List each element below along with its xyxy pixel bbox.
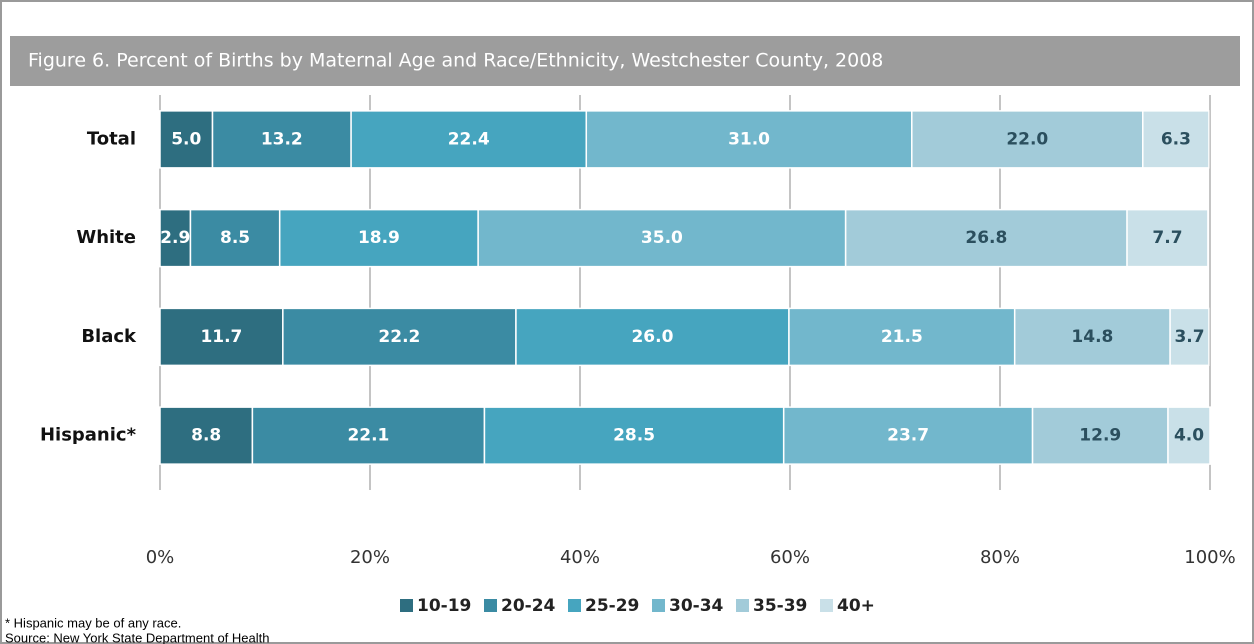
value-label: 5.0 bbox=[171, 129, 201, 149]
legend-label: 35-39 bbox=[753, 596, 807, 616]
value-label: 21.5 bbox=[881, 327, 923, 347]
bar-segment bbox=[159, 208, 192, 268]
bar-segment bbox=[782, 406, 1034, 465]
bar-segment bbox=[1126, 208, 1209, 268]
value-label: 3.7 bbox=[1174, 327, 1204, 347]
value-label: 22.0 bbox=[1006, 129, 1048, 149]
category-label: Black bbox=[81, 326, 137, 347]
category-label: White bbox=[76, 227, 136, 248]
bar-segment bbox=[282, 307, 517, 367]
bar-segment bbox=[477, 208, 847, 268]
bar-segment bbox=[585, 110, 913, 169]
bar-segment bbox=[278, 208, 479, 268]
legend-label: 10-19 bbox=[417, 596, 471, 616]
footnote: * Hispanic may be of any race. bbox=[5, 615, 181, 630]
bar-segment bbox=[1167, 406, 1211, 465]
bar-segment bbox=[844, 208, 1128, 268]
x-tick-label: 80% bbox=[980, 547, 1020, 568]
value-label: 22.1 bbox=[347, 426, 389, 446]
bar-segment bbox=[1142, 110, 1210, 169]
bar-segment bbox=[211, 110, 352, 169]
title-bar bbox=[10, 36, 1240, 86]
value-label: 7.7 bbox=[1152, 228, 1182, 248]
x-tick-label: 40% bbox=[560, 547, 600, 568]
bar-segment bbox=[189, 208, 281, 268]
value-label: 13.2 bbox=[261, 129, 303, 149]
legend-label: 40+ bbox=[837, 596, 875, 616]
bar-segment bbox=[1169, 307, 1210, 367]
value-label: 31.0 bbox=[728, 129, 770, 149]
category-label: Hispanic* bbox=[40, 425, 137, 446]
value-label: 8.5 bbox=[220, 228, 250, 248]
bar-segment bbox=[1031, 406, 1169, 465]
legend-swatch bbox=[568, 599, 581, 612]
x-tick-label: 100% bbox=[1184, 547, 1235, 568]
bar-segment bbox=[159, 110, 214, 169]
value-label: 6.3 bbox=[1161, 129, 1191, 149]
value-label: 22.2 bbox=[378, 327, 420, 347]
bar-segment bbox=[911, 110, 1144, 169]
x-tick-label: 0% bbox=[146, 547, 175, 568]
legend-swatch bbox=[736, 599, 749, 612]
value-label: 11.7 bbox=[200, 327, 242, 347]
legend-label: 25-29 bbox=[585, 596, 639, 616]
category-label: Total bbox=[87, 128, 136, 149]
bar-segment bbox=[1013, 307, 1171, 367]
value-label: 26.0 bbox=[631, 327, 673, 347]
value-label: 23.7 bbox=[887, 426, 929, 446]
legend-swatch bbox=[484, 599, 497, 612]
value-label: 18.9 bbox=[358, 228, 400, 248]
legend-label: 20-24 bbox=[501, 596, 556, 616]
value-label: 12.9 bbox=[1079, 426, 1121, 446]
chart-title: Figure 6. Percent of Births by Maternal … bbox=[28, 50, 883, 72]
legend-swatch bbox=[400, 599, 413, 612]
value-label: 8.8 bbox=[191, 426, 221, 446]
x-tick-label: 20% bbox=[350, 547, 390, 568]
legend-label: 30-34 bbox=[669, 596, 724, 616]
value-label: 4.0 bbox=[1174, 426, 1204, 446]
bar-segment bbox=[159, 406, 254, 465]
value-label: 35.0 bbox=[641, 228, 683, 248]
value-label: 14.8 bbox=[1071, 327, 1113, 347]
value-label: 28.5 bbox=[613, 426, 655, 446]
x-tick-label: 60% bbox=[770, 547, 810, 568]
value-label: 2.9 bbox=[160, 228, 190, 248]
bar-segment bbox=[251, 406, 486, 465]
bar-segment bbox=[350, 110, 588, 169]
bar-segment bbox=[788, 307, 1016, 367]
legend-swatch bbox=[652, 599, 665, 612]
value-label: 26.8 bbox=[965, 228, 1007, 248]
value-label: 22.4 bbox=[448, 129, 490, 149]
footnote: Source: New York State Department of Hea… bbox=[5, 630, 269, 644]
bar-segment bbox=[159, 307, 284, 367]
bar-segment bbox=[515, 307, 790, 367]
legend-swatch bbox=[820, 599, 833, 612]
